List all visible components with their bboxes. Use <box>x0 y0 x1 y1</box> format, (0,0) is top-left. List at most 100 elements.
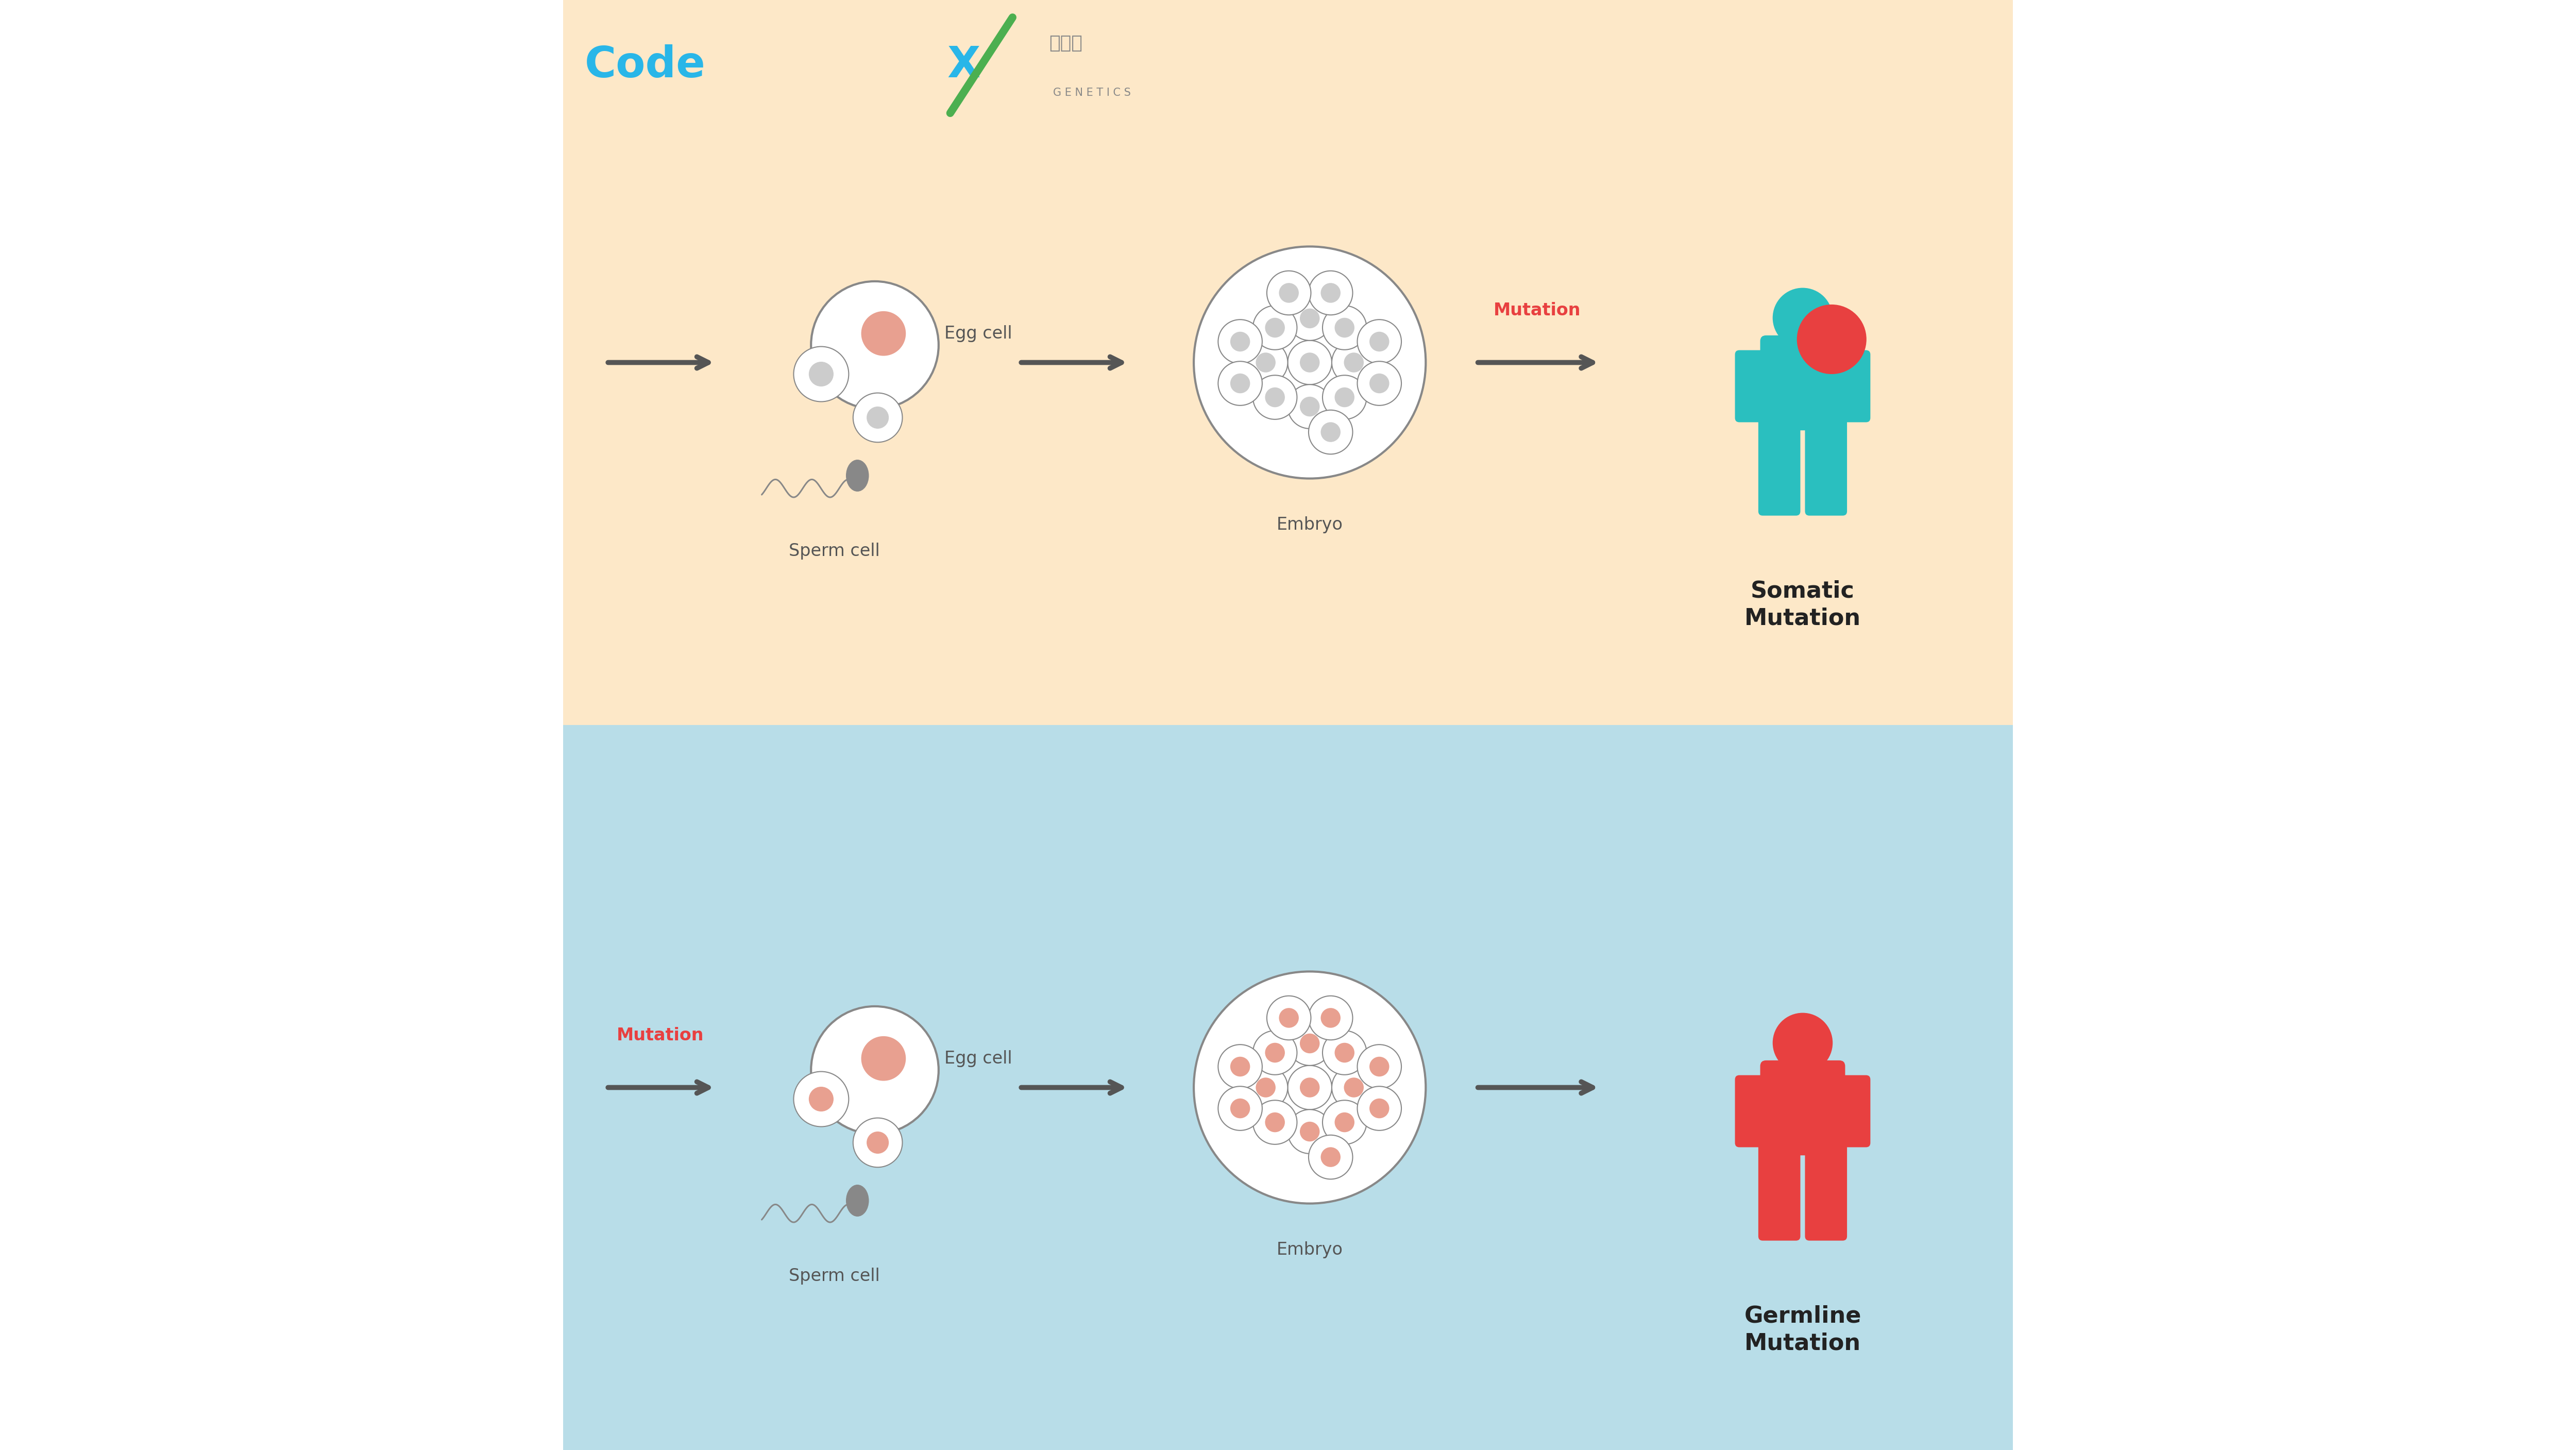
FancyBboxPatch shape <box>1834 349 1870 422</box>
Circle shape <box>1265 1043 1285 1063</box>
Circle shape <box>1267 271 1311 315</box>
Circle shape <box>1218 1086 1262 1131</box>
Circle shape <box>1218 1044 1262 1089</box>
Circle shape <box>1265 318 1285 338</box>
FancyBboxPatch shape <box>1736 1076 1772 1147</box>
Circle shape <box>1288 341 1332 384</box>
Text: G E N E T I C S: G E N E T I C S <box>1054 87 1131 99</box>
FancyBboxPatch shape <box>1759 1060 1844 1156</box>
Circle shape <box>1301 1077 1319 1098</box>
Circle shape <box>1244 1066 1288 1109</box>
Circle shape <box>1358 1044 1401 1089</box>
Circle shape <box>853 393 902 442</box>
Circle shape <box>1255 1077 1275 1098</box>
FancyBboxPatch shape <box>1806 1140 1847 1241</box>
Text: Sperm cell: Sperm cell <box>788 1267 881 1285</box>
Circle shape <box>1321 283 1340 303</box>
Circle shape <box>1231 1099 1249 1118</box>
Circle shape <box>1255 352 1275 373</box>
FancyBboxPatch shape <box>564 725 2012 1450</box>
Circle shape <box>860 1037 907 1080</box>
Text: Egg cell: Egg cell <box>945 1050 1012 1067</box>
Circle shape <box>1288 384 1332 429</box>
Circle shape <box>1252 306 1296 349</box>
Circle shape <box>1218 319 1262 364</box>
Circle shape <box>1334 318 1355 338</box>
FancyBboxPatch shape <box>1759 335 1844 431</box>
Circle shape <box>811 1006 938 1134</box>
Circle shape <box>1288 1066 1332 1109</box>
Text: Embryo: Embryo <box>1278 516 1342 534</box>
Circle shape <box>1301 397 1319 416</box>
Circle shape <box>1278 283 1298 303</box>
Circle shape <box>1309 410 1352 454</box>
Circle shape <box>860 312 907 355</box>
Circle shape <box>1288 296 1332 341</box>
Text: Germline
Mutation: Germline Mutation <box>1744 1305 1862 1354</box>
Circle shape <box>1370 374 1388 393</box>
FancyBboxPatch shape <box>569 7 1296 138</box>
Text: Sperm cell: Sperm cell <box>788 542 881 560</box>
Circle shape <box>811 281 938 409</box>
Circle shape <box>1301 1034 1319 1053</box>
Circle shape <box>1358 361 1401 406</box>
Circle shape <box>1321 422 1340 442</box>
Circle shape <box>1334 387 1355 407</box>
Circle shape <box>1193 247 1425 479</box>
Circle shape <box>1345 352 1363 373</box>
Circle shape <box>1267 996 1311 1040</box>
Circle shape <box>793 1072 848 1127</box>
Ellipse shape <box>845 460 868 492</box>
Ellipse shape <box>845 1185 868 1217</box>
Circle shape <box>1798 304 1868 374</box>
Circle shape <box>1332 1066 1376 1109</box>
Circle shape <box>1321 1101 1368 1144</box>
Text: Code: Code <box>585 45 706 86</box>
Circle shape <box>1231 332 1249 351</box>
Circle shape <box>1358 319 1401 364</box>
Circle shape <box>1772 1012 1832 1073</box>
Circle shape <box>1301 1122 1319 1141</box>
Circle shape <box>1309 1135 1352 1179</box>
Circle shape <box>1370 1057 1388 1076</box>
Circle shape <box>1288 1109 1332 1154</box>
Text: Mutation: Mutation <box>616 1027 703 1044</box>
FancyBboxPatch shape <box>1736 349 1772 422</box>
FancyBboxPatch shape <box>1759 1140 1801 1241</box>
Circle shape <box>1252 376 1296 419</box>
Circle shape <box>1772 287 1832 348</box>
Circle shape <box>1334 1043 1355 1063</box>
Text: X: X <box>948 45 981 86</box>
Circle shape <box>1334 1112 1355 1132</box>
Text: Embryo: Embryo <box>1278 1241 1342 1259</box>
FancyBboxPatch shape <box>1834 1076 1870 1147</box>
Circle shape <box>1309 996 1352 1040</box>
Circle shape <box>1265 387 1285 407</box>
Circle shape <box>809 1086 835 1112</box>
Circle shape <box>1301 309 1319 328</box>
Text: Somatic
Mutation: Somatic Mutation <box>1744 580 1860 629</box>
Circle shape <box>1231 1057 1249 1076</box>
Circle shape <box>1288 1021 1332 1066</box>
Circle shape <box>1321 1031 1368 1074</box>
FancyBboxPatch shape <box>1759 415 1801 516</box>
Circle shape <box>1345 1077 1363 1098</box>
Circle shape <box>1252 1031 1296 1074</box>
Text: Mutation: Mutation <box>1494 302 1582 319</box>
Circle shape <box>1321 376 1368 419</box>
Circle shape <box>793 347 848 402</box>
Circle shape <box>1301 352 1319 373</box>
Circle shape <box>1321 306 1368 349</box>
Circle shape <box>1321 1008 1340 1028</box>
FancyBboxPatch shape <box>564 0 2012 725</box>
Circle shape <box>1332 341 1376 384</box>
Circle shape <box>1193 972 1425 1204</box>
Circle shape <box>1265 1112 1285 1132</box>
Circle shape <box>1278 1008 1298 1028</box>
FancyBboxPatch shape <box>1806 415 1847 516</box>
Text: 科德施: 科德施 <box>1048 35 1082 52</box>
Circle shape <box>853 1118 902 1167</box>
Circle shape <box>1309 271 1352 315</box>
Circle shape <box>866 406 889 429</box>
Circle shape <box>1370 1099 1388 1118</box>
